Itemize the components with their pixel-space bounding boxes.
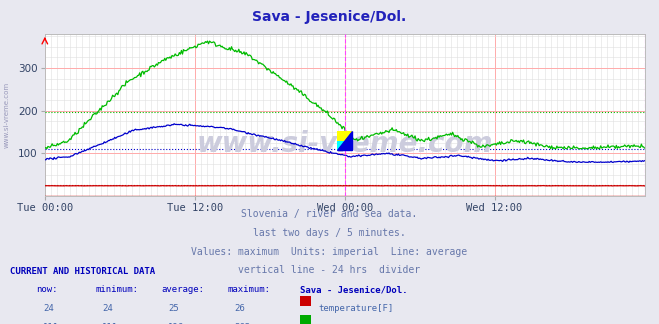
Text: 111: 111	[43, 323, 59, 324]
Text: vertical line - 24 hrs  divider: vertical line - 24 hrs divider	[239, 265, 420, 275]
Text: www.si-vreme.com: www.si-vreme.com	[196, 130, 493, 158]
Text: 26: 26	[234, 304, 244, 313]
Text: Values: maximum  Units: imperial  Line: average: Values: maximum Units: imperial Line: av…	[191, 247, 468, 257]
Text: CURRENT AND HISTORICAL DATA: CURRENT AND HISTORICAL DATA	[10, 267, 155, 276]
Text: flow[foot3/min]: flow[foot3/min]	[318, 323, 399, 324]
Text: minimum:: minimum:	[96, 285, 138, 294]
Bar	[337, 141, 352, 150]
Text: now:: now:	[36, 285, 58, 294]
Text: 196: 196	[168, 323, 184, 324]
Text: 363: 363	[234, 323, 250, 324]
Text: Sava - Jesenice/Dol.: Sava - Jesenice/Dol.	[252, 10, 407, 24]
Text: maximum:: maximum:	[227, 285, 270, 294]
Text: www.si-vreme.com: www.si-vreme.com	[4, 82, 10, 148]
Bar	[337, 131, 352, 141]
Text: last two days / 5 minutes.: last two days / 5 minutes.	[253, 228, 406, 238]
Text: Slovenia / river and sea data.: Slovenia / river and sea data.	[241, 209, 418, 219]
Polygon shape	[337, 131, 352, 150]
Text: Sava - Jesenice/Dol.: Sava - Jesenice/Dol.	[300, 285, 407, 294]
Text: 111: 111	[102, 323, 118, 324]
Text: temperature[F]: temperature[F]	[318, 304, 393, 313]
Text: average:: average:	[161, 285, 204, 294]
Text: 24: 24	[43, 304, 53, 313]
Text: 25: 25	[168, 304, 179, 313]
Text: 24: 24	[102, 304, 113, 313]
